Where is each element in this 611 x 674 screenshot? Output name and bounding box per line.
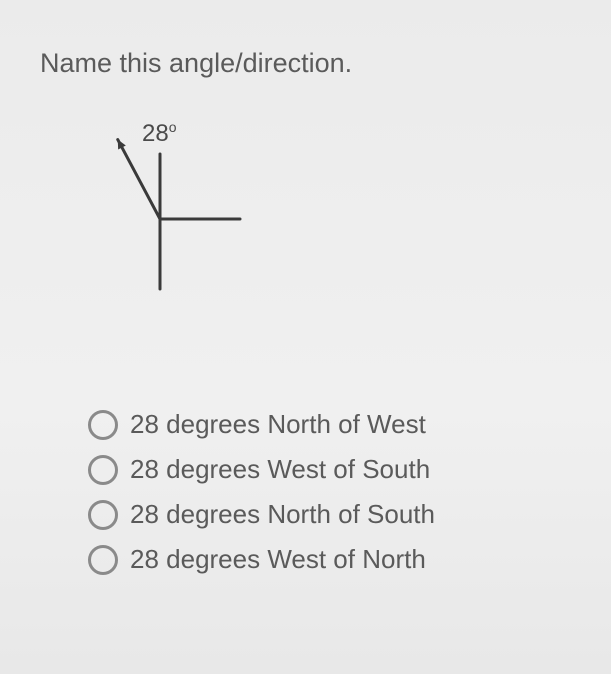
option-label: 28 degrees North of South: [130, 499, 435, 530]
radio-icon[interactable]: [88, 410, 118, 440]
option-row[interactable]: 28 degrees North of West: [88, 409, 571, 440]
radio-icon[interactable]: [88, 500, 118, 530]
question-prompt: Name this angle/direction.: [40, 48, 571, 79]
option-row[interactable]: 28 degrees West of South: [88, 454, 571, 485]
options-list: 28 degrees North of West 28 degrees West…: [88, 409, 571, 575]
option-row[interactable]: 28 degrees West of North: [88, 544, 571, 575]
option-row[interactable]: 28 degrees North of South: [88, 499, 571, 530]
option-label: 28 degrees West of North: [130, 544, 426, 575]
radio-icon[interactable]: [88, 545, 118, 575]
angle-diagram: 28o: [60, 109, 280, 309]
option-label: 28 degrees North of West: [130, 409, 426, 440]
radio-icon[interactable]: [88, 455, 118, 485]
option-label: 28 degrees West of South: [130, 454, 430, 485]
angle-label: 28o: [142, 119, 177, 148]
